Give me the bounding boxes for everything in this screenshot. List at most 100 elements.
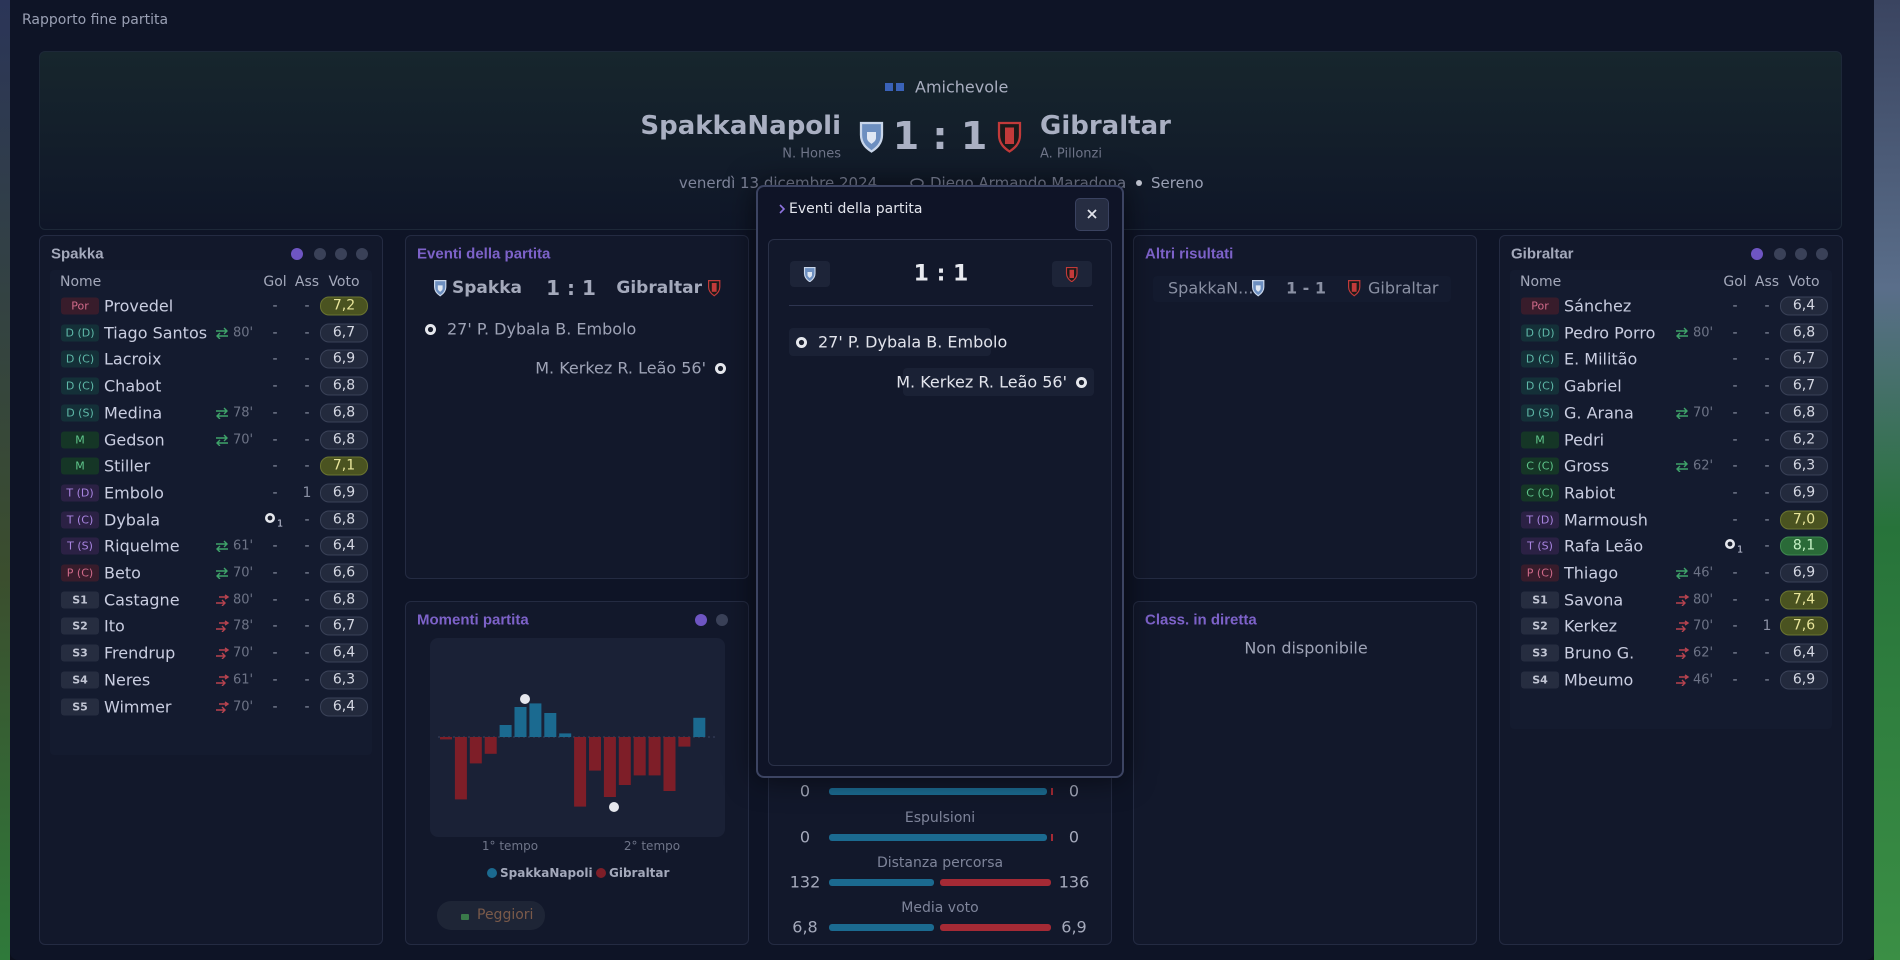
sub-icon-part [216, 620, 230, 633]
team-switch-dot[interactable] [314, 248, 326, 260]
sub-icon-part [1676, 460, 1688, 473]
score: 1 : 1 [892, 114, 988, 158]
chevron-icon [779, 204, 786, 214]
sub-minute: 80' [1693, 592, 1714, 608]
home-crest-part [1255, 285, 1261, 292]
goals: - [1732, 511, 1738, 528]
goals: - [1732, 618, 1738, 635]
rating-badge: 6,4 [320, 697, 368, 716]
position-badge: D (C) [1521, 350, 1559, 368]
modal-score: 1 : 1 [913, 261, 969, 287]
thumb-icon-part [461, 914, 469, 920]
momentum-dot[interactable] [695, 614, 707, 626]
position-badge: D (S) [1521, 404, 1559, 422]
position-badge: T (S) [61, 537, 99, 555]
team-switch-dot[interactable] [335, 248, 347, 260]
goals: - [1732, 565, 1738, 581]
sub-icon-part [1676, 327, 1688, 339]
sub-minute: 78' [233, 405, 254, 421]
momentum-bar [648, 737, 661, 776]
momentum-bar [544, 713, 557, 737]
player-name: Bruno G. [1564, 643, 1635, 663]
position-badge: T (D) [61, 484, 99, 502]
live-table-message: Non disponibile [1244, 638, 1368, 658]
goals: - [272, 378, 278, 395]
goals: - [272, 431, 278, 448]
rating-badge: 6,8 [320, 376, 368, 396]
sub-minute: 70' [1693, 618, 1714, 634]
away-crest-part [997, 121, 1021, 153]
goals: - [272, 565, 278, 581]
team-panel: Spakka Nome Gol Ass Voto Por Provedel - - 7,2 D (D… [39, 235, 383, 945]
goal-icon [714, 362, 726, 374]
position-badge: D (C) [61, 377, 99, 395]
team-switch-dot[interactable] [1751, 248, 1763, 260]
sub-icon [1676, 620, 1690, 633]
sub-icon-part [1676, 674, 1690, 686]
column-header: Ass [294, 274, 320, 290]
weather: Sereno [1151, 174, 1204, 192]
sub-icon [216, 407, 228, 419]
player-name: Chabot [104, 376, 162, 396]
momentum-dot[interactable] [716, 614, 728, 626]
goals: - [1732, 404, 1738, 421]
rating-badge: 6,8 [320, 430, 368, 449]
sub-icon [216, 434, 228, 446]
team-switch-dot[interactable] [1816, 248, 1828, 260]
player-name: Pedro Porro [1564, 323, 1656, 343]
team-switch-dot[interactable] [291, 248, 303, 260]
player-name: Frendrup [104, 643, 176, 663]
home-crest-part [433, 280, 447, 297]
position-badge: C (C) [1521, 457, 1559, 475]
rating-badge: 6,7 [1780, 376, 1828, 396]
goal-marker [520, 694, 530, 704]
sub-minute: 70' [233, 699, 254, 714]
column-header: Nome [1520, 274, 1562, 290]
result-score: 1 - 1 [1285, 278, 1327, 298]
modal-event: M. Kerkez R. Leão 56' [896, 368, 1094, 396]
momentum-bar [514, 707, 527, 737]
position-badge: T (S) [1521, 537, 1559, 555]
momentum-chart [430, 638, 725, 837]
sub-icon [1676, 407, 1688, 419]
close-icon-part [1087, 209, 1097, 219]
team-switch-dot[interactable] [1774, 248, 1786, 260]
assists: - [304, 618, 310, 635]
assists: - [304, 324, 310, 341]
assists: - [304, 431, 310, 448]
position-badge: C (C) [1521, 484, 1559, 502]
assists: - [304, 378, 310, 395]
goals: 1 [1736, 544, 1744, 556]
player-name: Embolo [104, 483, 164, 503]
goals: - [1732, 324, 1738, 341]
team-panel-title: Spakka [51, 245, 104, 263]
position-badge: M [61, 431, 99, 448]
away-crest-part [707, 280, 721, 297]
goals: - [272, 698, 278, 715]
goals: - [272, 298, 278, 314]
sub-minute: 78' [233, 618, 254, 634]
goals: - [272, 618, 278, 635]
player-name: Pedri [1564, 430, 1605, 449]
player-name: Neres [104, 670, 151, 690]
home-crest-part [437, 285, 443, 292]
lineup-table-bg [50, 270, 372, 756]
goals: - [272, 324, 278, 341]
team-switch-dot[interactable] [1795, 248, 1807, 260]
goal-icon [795, 336, 807, 348]
player-name: Stiller [104, 456, 151, 476]
rating-badge: 6,4 [1780, 296, 1828, 316]
team-switch-dot[interactable] [356, 248, 368, 260]
stat-label: Media voto [901, 900, 979, 916]
sub-minute: 70' [233, 565, 254, 581]
stat-away: 136 [1058, 872, 1090, 892]
momentum-bar [484, 737, 497, 754]
position-badge: D (S) [61, 404, 99, 422]
sub-icon [1676, 460, 1688, 473]
rating-badge: 6,6 [320, 563, 368, 583]
modal-close-button[interactable] [1075, 198, 1109, 231]
player-name: Dybala [104, 510, 160, 530]
assists: - [1764, 591, 1770, 608]
goals: - [272, 538, 278, 555]
worst-button[interactable]: Peggiori [437, 901, 545, 930]
